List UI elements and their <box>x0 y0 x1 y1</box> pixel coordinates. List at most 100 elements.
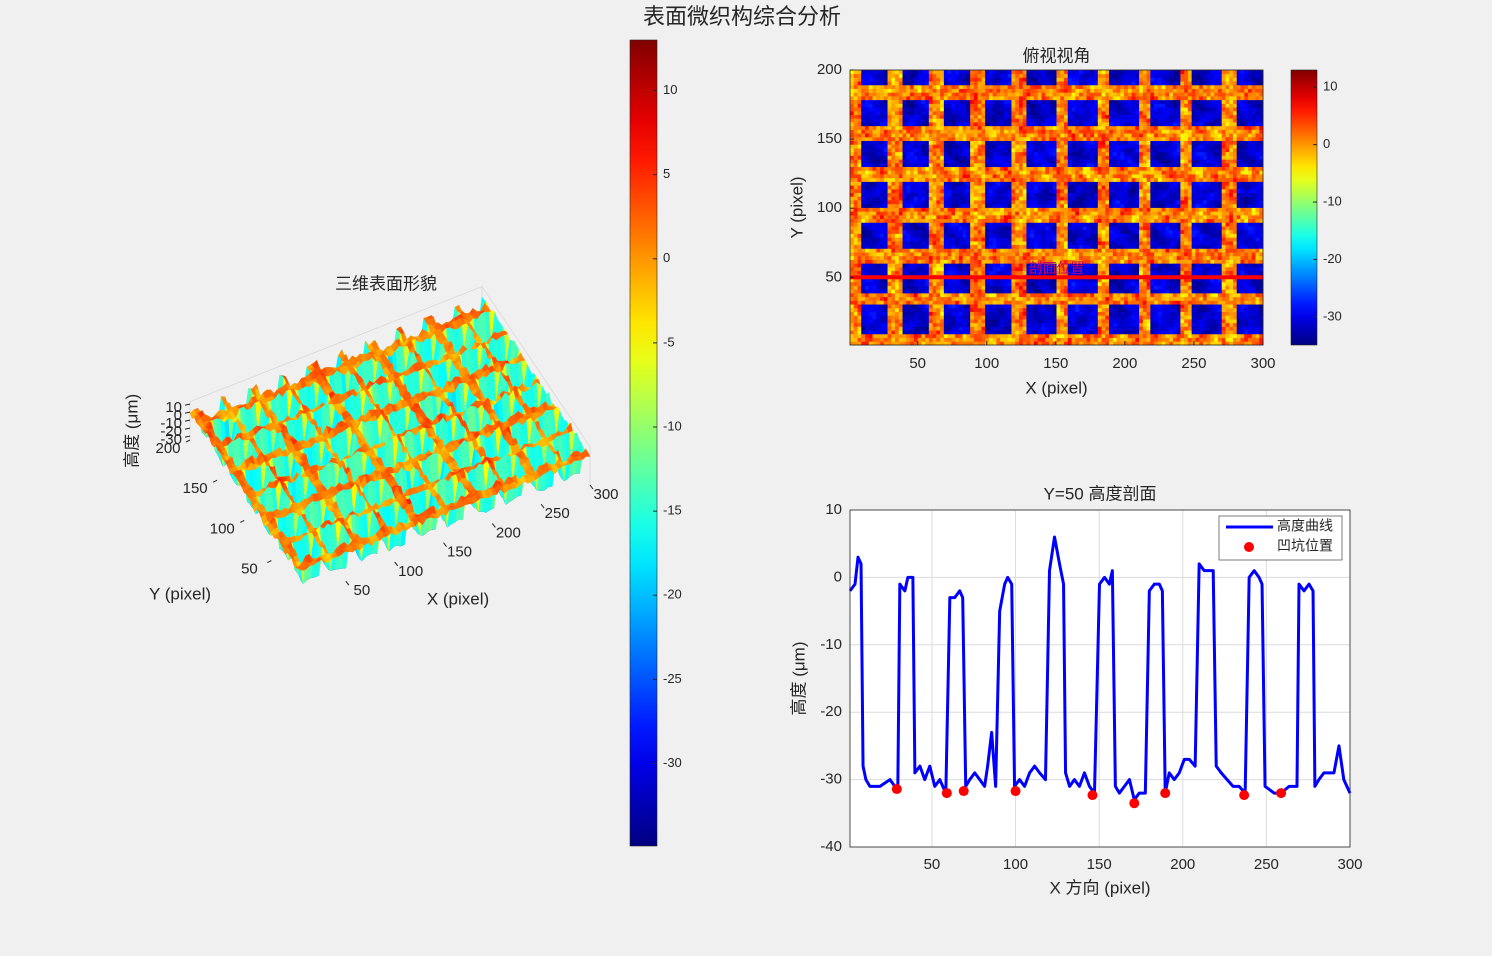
heatmap-cell <box>906 200 911 205</box>
heatmap-cell <box>857 307 862 312</box>
heatmap-cell <box>853 285 858 290</box>
heatmap-cell <box>906 326 911 331</box>
heatmap-cell <box>880 203 885 208</box>
heatmap-cell <box>902 185 907 190</box>
heatmap-cell <box>891 185 896 190</box>
heatmap-cell <box>876 289 881 294</box>
heatmap-cell <box>850 185 855 190</box>
heatmap-cell <box>906 133 911 138</box>
heatmap-cell <box>876 92 881 97</box>
heatmap-cell <box>902 233 907 238</box>
heatmap-cell <box>868 263 873 268</box>
heatmap-cell <box>887 92 892 97</box>
heatmap-cell <box>857 240 862 246</box>
heatmap-cell <box>868 170 873 175</box>
heatmap-cell <box>880 333 885 338</box>
heatmap-cell <box>853 289 858 294</box>
heatmap-cell <box>880 233 885 238</box>
heatmap-cell <box>891 255 896 260</box>
heatmap-cell <box>887 96 892 101</box>
heatmap-cell <box>902 252 907 257</box>
heatmap-cell <box>865 233 870 238</box>
heatmap-cell <box>853 170 858 175</box>
heatmap-cell <box>906 281 911 286</box>
heatmap-cell <box>850 270 855 275</box>
heatmap-cell <box>857 185 862 190</box>
heatmap-cell <box>850 203 855 208</box>
heatmap-cell <box>891 289 896 294</box>
heatmap-cell <box>857 122 862 127</box>
heatmap-cell <box>887 114 892 119</box>
heatmap-cell <box>883 200 888 205</box>
heatmap-cell <box>868 166 873 171</box>
heatmap-cell <box>895 136 900 142</box>
heatmap-cell <box>857 229 862 234</box>
heatmap-cell <box>857 170 862 175</box>
heatmap-cell <box>853 226 858 231</box>
heatmap-cell <box>868 296 873 301</box>
heatmap-cell <box>906 330 911 335</box>
heatmap-cell <box>895 207 900 212</box>
heatmap-cell <box>850 140 855 145</box>
heatmap-cell <box>883 311 888 316</box>
heatmap-cell <box>861 289 866 294</box>
heatmap-cell <box>906 322 911 327</box>
heatmap-cell <box>880 73 885 78</box>
heatmap-cell <box>880 218 885 223</box>
heatmap-cell <box>883 304 888 309</box>
heatmap-cell <box>857 125 862 130</box>
heatmap-cell <box>850 318 855 324</box>
heatmap-cell <box>876 166 881 171</box>
heatmap-cell <box>895 159 900 164</box>
heatmap-cell <box>853 118 858 123</box>
heatmap-cell <box>891 240 896 246</box>
heatmap-cell <box>850 296 855 301</box>
heatmap-cell <box>865 122 870 127</box>
heatmap-cell <box>880 222 885 227</box>
heatmap-cell <box>876 181 881 186</box>
heatmap-cell <box>891 177 896 182</box>
heatmap-cell <box>872 81 877 86</box>
heatmap-cell <box>857 103 862 108</box>
heatmap-cell <box>872 233 877 238</box>
heatmap-cell <box>872 214 877 220</box>
heatmap-cell <box>887 240 892 246</box>
heatmap-cell <box>906 266 911 272</box>
heatmap-cell <box>865 159 870 164</box>
heatmap-cell <box>891 304 896 309</box>
heatmap-cell <box>865 192 870 197</box>
heatmap-cell <box>898 333 903 338</box>
heatmap-cell <box>865 263 870 268</box>
heatmap-cell <box>861 133 866 138</box>
heatmap-cell <box>872 200 877 205</box>
heatmap-cell <box>906 333 911 338</box>
heatmap-cell <box>872 211 877 216</box>
heatmap-cell <box>891 237 896 242</box>
heatmap-cell <box>887 133 892 138</box>
heatmap-cell <box>853 144 858 149</box>
heatmap-cell <box>902 192 907 197</box>
heatmap-cell <box>906 192 911 197</box>
heatmap-cell <box>880 255 885 260</box>
heatmap-cell <box>868 70 873 75</box>
heatmap-cell <box>868 285 873 290</box>
heatmap-cell <box>857 285 862 290</box>
heatmap-cell <box>883 77 888 82</box>
heatmap-cell <box>853 88 858 93</box>
heatmap-cell <box>887 304 892 309</box>
heatmap-cell <box>891 162 896 168</box>
heatmap-cell <box>898 162 903 168</box>
heatmap-cell <box>880 107 885 112</box>
heatmap-cell <box>857 233 862 238</box>
heatmap-cell <box>865 281 870 286</box>
heatmap-cell <box>883 110 888 115</box>
heatmap-cell <box>895 129 900 134</box>
heatmap-cell <box>891 233 896 238</box>
heatmap-cell <box>895 92 900 97</box>
heatmap-cell <box>857 84 862 89</box>
heatmap-cell <box>902 207 907 212</box>
heatmap-cell <box>898 166 903 171</box>
heatmap-cell <box>895 311 900 316</box>
heatmap-cell <box>853 318 858 324</box>
heatmap-cell <box>895 174 900 179</box>
